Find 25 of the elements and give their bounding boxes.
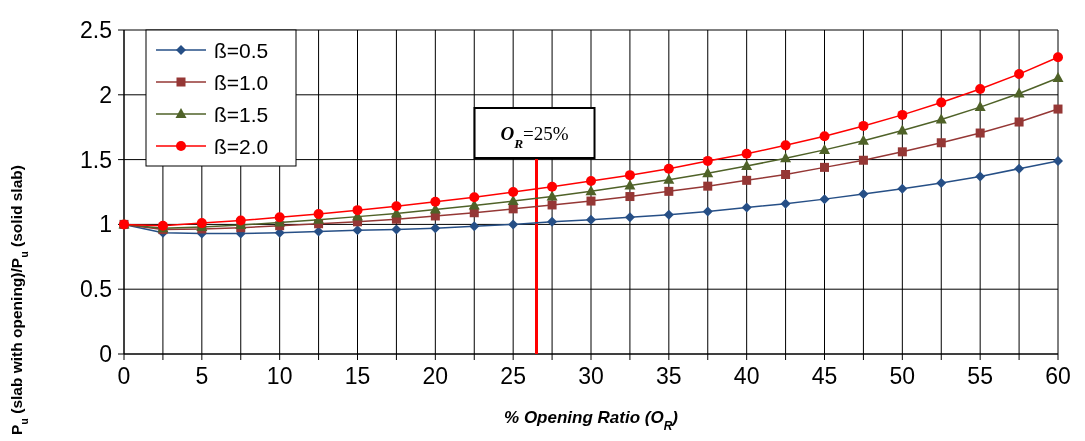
x-tick-label: 50 (889, 363, 916, 389)
x-tick-label: 30 (578, 363, 604, 389)
x-tick-label: 5 (195, 363, 209, 389)
annotation: O$_{R}$=25% (500, 123, 569, 151)
x-tick-label: 55 (967, 363, 993, 389)
y-tick-label: 0.5 (80, 276, 112, 303)
y-tick-label: 2.5 (80, 17, 112, 43)
x-tick-label: 40 (733, 363, 760, 389)
y-tick-label: 1.5 (80, 146, 112, 173)
x-tick-label: 0 (117, 363, 131, 389)
y-tick-label: 1 (99, 211, 112, 238)
x-tick-label: 35 (656, 363, 682, 389)
x-axis-title: % Opening Ratio (O$_{R}$) (504, 408, 679, 433)
legend-label: ß=2.0 (214, 135, 269, 158)
x-tick-label: 20 (422, 363, 449, 389)
x-tick-label: 25 (500, 363, 526, 389)
legend-label: ß=1.5 (214, 103, 269, 126)
y-tick-label: 0 (99, 341, 112, 367)
legend-label: ß=1.0 (214, 71, 269, 94)
x-tick-label: 10 (266, 363, 293, 389)
legend-label: ß=0.5 (214, 39, 269, 62)
x-tick-label: 15 (344, 363, 371, 389)
y-tick-label: 2 (99, 81, 112, 108)
x-tick-label: 60 (1045, 363, 1071, 389)
x-tick-label: 45 (811, 363, 838, 389)
